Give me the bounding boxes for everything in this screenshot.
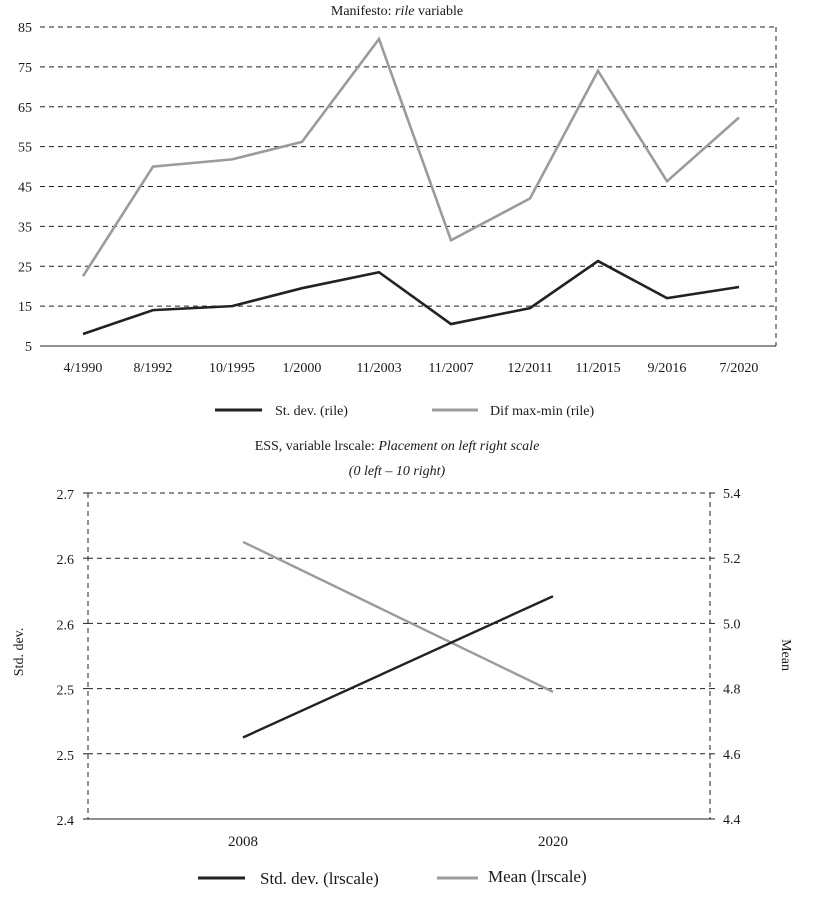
- chart1-y-tick-label: 15: [18, 300, 32, 315]
- chart1-series: [81, 36, 740, 336]
- chart1-x-ticks: 4/1990 8/1992 10/1995 1/2000 11/2003 11/2007 1…: [64, 361, 759, 376]
- chart2-series-line-stdev: [242, 595, 554, 739]
- chart1-x-tick-label: 10/1995: [209, 361, 255, 376]
- chart2-right-tick-label: 5.4: [723, 487, 741, 502]
- chart1-x-tick-label: 12/2011: [507, 361, 552, 376]
- chart1-gridlines: [40, 26, 776, 307]
- chart1-series-line-difmaxmin: [81, 36, 740, 277]
- chart1-y-tick-label: 5: [25, 340, 32, 355]
- chart1-x-tick-label: 8/1992: [134, 361, 173, 376]
- chart1-y-tick-label: 65: [18, 101, 32, 116]
- chart2-series-line-mean: [242, 540, 554, 693]
- chart2-x-ticks: 2008 2020: [228, 834, 568, 850]
- chart2-legend: Std. dev. (lrscale) Mean (lrscale): [198, 867, 587, 888]
- chart1-x-tick-label: 11/2015: [575, 361, 620, 376]
- chart1-x-tick-label: 11/2003: [356, 361, 401, 376]
- chart2-right-tick-label: 4.6: [723, 748, 741, 763]
- chart1-x-tick-label: 11/2007: [428, 361, 473, 376]
- chart2-title-line2: (0 left – 10 right): [349, 464, 446, 479]
- chart2-gridlines: [87, 492, 711, 819]
- chart1-x-tick-label: 7/2020: [720, 361, 759, 376]
- chart2-left-tick-label: 2.7: [57, 488, 75, 503]
- chart1-x-tick-label: 9/2016: [648, 361, 687, 376]
- chart1-y-tick-label: 25: [18, 260, 32, 275]
- chart2-x-tick-label: 2008: [228, 834, 258, 850]
- chart1-y-tick-label: 35: [18, 220, 32, 235]
- chart2-left-tick-label: 2.4: [57, 814, 75, 829]
- chart2-left-tick-label: 2.5: [57, 749, 75, 764]
- chart2-left-tick-label: 2.5: [57, 684, 75, 699]
- chart2-legend-label-stdev: Std. dev. (lrscale): [260, 869, 379, 888]
- chart2-right-tick-label: 4.4: [723, 813, 741, 828]
- chart1-y-tick-label: 55: [18, 141, 32, 156]
- chart2-left-axis-label: Std. dev.: [12, 628, 27, 676]
- chart2-series: [242, 540, 554, 739]
- chart2-left-ticks: 2.7 2.6 2.6 2.5 2.5 2.4: [57, 488, 88, 829]
- chart2-right-tick-label: 4.8: [723, 683, 741, 698]
- chart2-left-tick-label: 2.6: [57, 553, 75, 568]
- chart1-y-ticks: 5 15 25 35 45 55 65 75 85: [18, 21, 32, 355]
- chart1-x-tick-label: 1/2000: [283, 361, 322, 376]
- chart2-left-tick-label: 2.6: [57, 618, 75, 633]
- chart2-legend-label-mean: Mean (lrscale): [488, 867, 587, 886]
- chart1-legend: St. dev. (rile) Dif max-min (rile): [215, 404, 595, 419]
- chart2-title-line1: ESS, variable lrscale: Placement on left…: [255, 439, 540, 454]
- chart1-x-tick-label: 4/1990: [64, 361, 103, 376]
- chart2-right-axis-label: Mean: [778, 639, 793, 671]
- chart2-right-tick-label: 5.0: [723, 617, 741, 632]
- chart1-y-tick-label: 45: [18, 181, 32, 196]
- chart2-right-tick-label: 5.2: [723, 552, 741, 567]
- chart1-y-tick-label: 75: [18, 61, 32, 76]
- chart-2: ESS, variable lrscale: Placement on left…: [12, 439, 793, 888]
- chart2-x-tick-label: 2020: [538, 834, 568, 850]
- chart1-legend-label-stdev: St. dev. (rile): [275, 404, 348, 419]
- chart2-right-ticks: 5.4 5.2 5.0 4.8 4.6 4.4: [710, 487, 741, 828]
- chart1-y-tick-label: 85: [18, 21, 32, 36]
- chart1-title: Manifesto: rile variable: [331, 4, 463, 19]
- chart-1: Manifesto: rile variable 5 15 25 35 45 55 65 75…: [18, 4, 777, 419]
- chart1-legend-label-difmaxmin: Dif max-min (rile): [490, 404, 595, 419]
- chart1-series-line-stdev: [82, 259, 740, 336]
